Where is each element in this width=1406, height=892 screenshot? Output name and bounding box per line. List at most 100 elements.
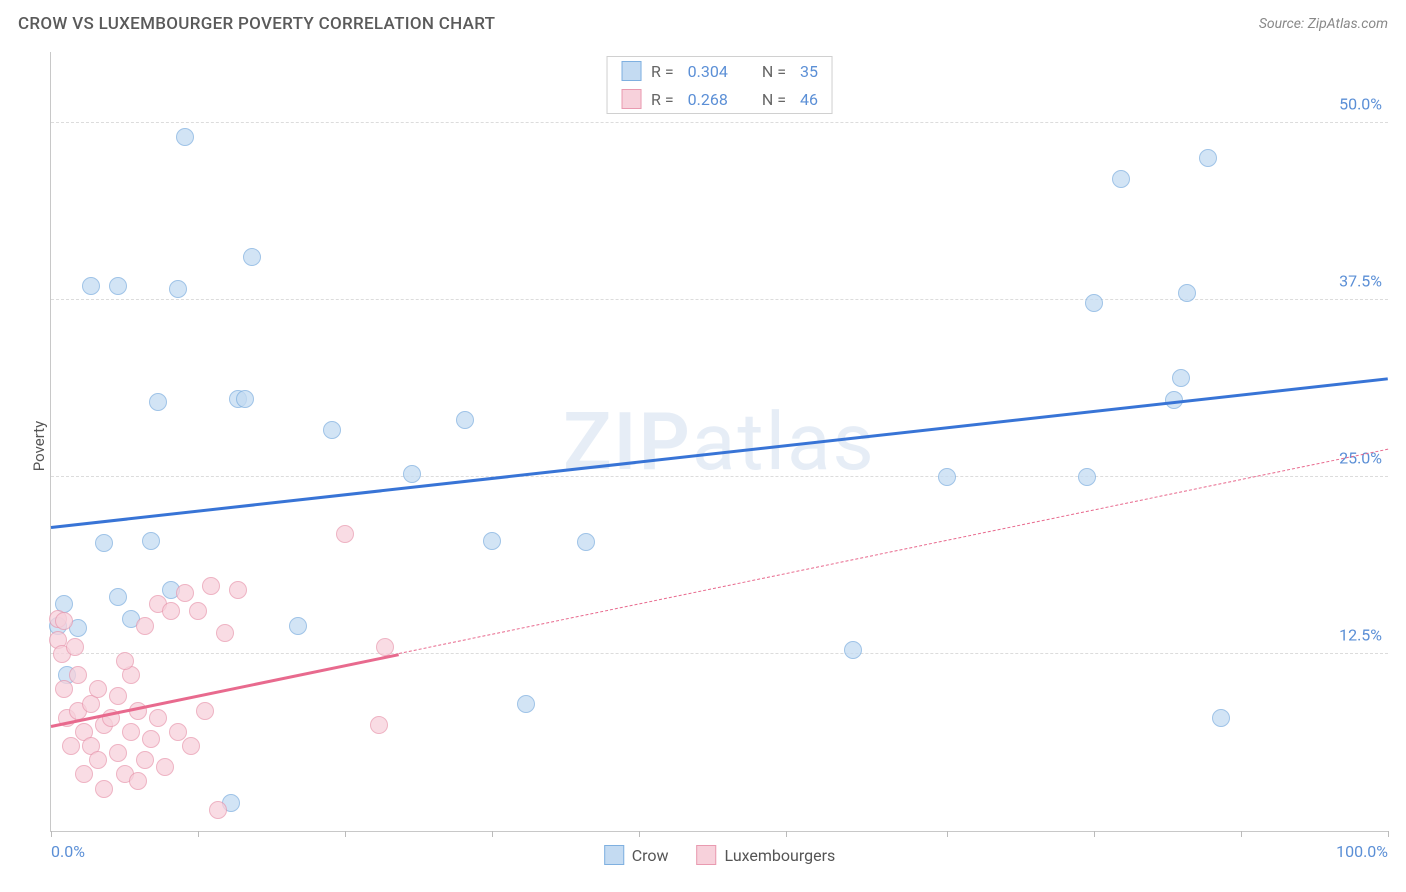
legend-n-value: 35 — [800, 62, 818, 81]
x-tick — [1388, 831, 1389, 837]
data-point-crow — [149, 393, 167, 411]
x-tick — [1241, 831, 1242, 837]
chart-area: ZIPatlas R =0.304N =35R =0.268N =46 Crow… — [50, 52, 1388, 832]
gridline — [51, 122, 1388, 123]
legend-label: Luxembourgers — [725, 846, 836, 865]
data-point-crow — [577, 533, 595, 551]
y-tick-label: 50.0% — [1339, 94, 1382, 113]
data-point-lux — [196, 702, 214, 720]
data-point-crow — [1085, 294, 1103, 312]
data-point-lux — [169, 723, 187, 741]
legend-label: Crow — [632, 846, 669, 865]
data-point-crow — [1078, 468, 1096, 486]
x-axis-label-left: 0.0% — [51, 842, 85, 861]
legend-row: R =0.268N =46 — [607, 85, 832, 113]
data-point-lux — [69, 666, 87, 684]
data-point-crow — [289, 617, 307, 635]
data-point-lux — [156, 758, 174, 776]
legend-item-crow: Crow — [604, 845, 669, 865]
x-tick — [947, 831, 948, 837]
legend-r-label: R = — [651, 90, 674, 109]
plot-region: ZIPatlas R =0.304N =35R =0.268N =46 Crow… — [50, 52, 1388, 832]
y-axis-label: Poverty — [30, 421, 48, 471]
legend-n-label: N = — [762, 62, 786, 81]
data-point-crow — [1199, 149, 1217, 167]
x-tick — [345, 831, 346, 837]
data-point-lux — [189, 602, 207, 620]
data-point-crow — [323, 421, 341, 439]
data-point-lux — [182, 737, 200, 755]
data-point-lux — [55, 612, 73, 630]
x-tick — [51, 831, 52, 837]
data-point-crow — [82, 277, 100, 295]
data-point-crow — [938, 468, 956, 486]
gridline — [51, 653, 1388, 654]
data-point-crow — [1178, 284, 1196, 302]
data-point-lux — [129, 772, 147, 790]
data-point-lux — [66, 638, 84, 656]
x-tick — [198, 831, 199, 837]
legend-series: Crow Luxembourgers — [604, 845, 836, 865]
legend-swatch — [697, 845, 717, 865]
x-tick — [492, 831, 493, 837]
data-point-lux — [109, 687, 127, 705]
data-point-crow — [236, 390, 254, 408]
data-point-lux — [376, 638, 394, 656]
legend-swatch — [621, 89, 641, 109]
x-tick — [1094, 831, 1095, 837]
data-point-crow — [483, 532, 501, 550]
legend-correlation: R =0.304N =35R =0.268N =46 — [606, 56, 833, 114]
x-tick — [786, 831, 787, 837]
data-point-lux — [229, 581, 247, 599]
data-point-crow — [1172, 369, 1190, 387]
x-tick — [639, 831, 640, 837]
data-point-crow — [169, 280, 187, 298]
data-point-lux — [95, 780, 113, 798]
data-point-crow — [243, 248, 261, 266]
data-point-lux — [149, 709, 167, 727]
data-point-lux — [162, 602, 180, 620]
data-point-lux — [209, 801, 227, 819]
data-point-lux — [336, 525, 354, 543]
legend-row: R = 0.304 N = 35 — [607, 57, 832, 85]
data-point-crow — [142, 532, 160, 550]
gridline — [51, 476, 1388, 477]
data-point-lux — [109, 744, 127, 762]
legend-r-value: 0.268 — [688, 90, 728, 109]
data-point-lux — [116, 652, 134, 670]
legend-r-label: R = — [651, 62, 674, 81]
data-point-lux — [62, 737, 80, 755]
data-point-crow — [95, 534, 113, 552]
x-axis-label-right: 100.0% — [1336, 842, 1388, 861]
data-point-crow — [517, 695, 535, 713]
data-point-lux — [136, 617, 154, 635]
data-point-lux — [89, 751, 107, 769]
data-point-lux — [142, 730, 160, 748]
data-point-lux — [122, 723, 140, 741]
data-point-crow — [176, 128, 194, 146]
chart-title: CROW VS LUXEMBOURGER POVERTY CORRELATION… — [18, 14, 495, 34]
data-point-crow — [109, 277, 127, 295]
data-point-crow — [1112, 170, 1130, 188]
y-tick-label: 12.5% — [1339, 625, 1382, 644]
data-point-crow — [456, 411, 474, 429]
legend-item-lux: Luxembourgers — [697, 845, 836, 865]
data-point-lux — [176, 584, 194, 602]
legend-n-value: 46 — [800, 90, 818, 109]
y-tick-label: 37.5% — [1339, 271, 1382, 290]
data-point-lux — [202, 577, 220, 595]
data-point-crow — [1212, 709, 1230, 727]
data-point-lux — [216, 624, 234, 642]
data-point-crow — [844, 641, 862, 659]
source-label: Source: ZipAtlas.com — [1259, 16, 1388, 32]
trend-line-dashed-lux — [399, 449, 1389, 654]
data-point-lux — [89, 680, 107, 698]
data-point-lux — [136, 751, 154, 769]
data-point-lux — [55, 680, 73, 698]
legend-swatch — [604, 845, 624, 865]
data-point-lux — [370, 716, 388, 734]
data-point-crow — [109, 588, 127, 606]
legend-r-value: 0.304 — [688, 62, 728, 81]
data-point-lux — [75, 765, 93, 783]
legend-swatch — [621, 61, 641, 81]
